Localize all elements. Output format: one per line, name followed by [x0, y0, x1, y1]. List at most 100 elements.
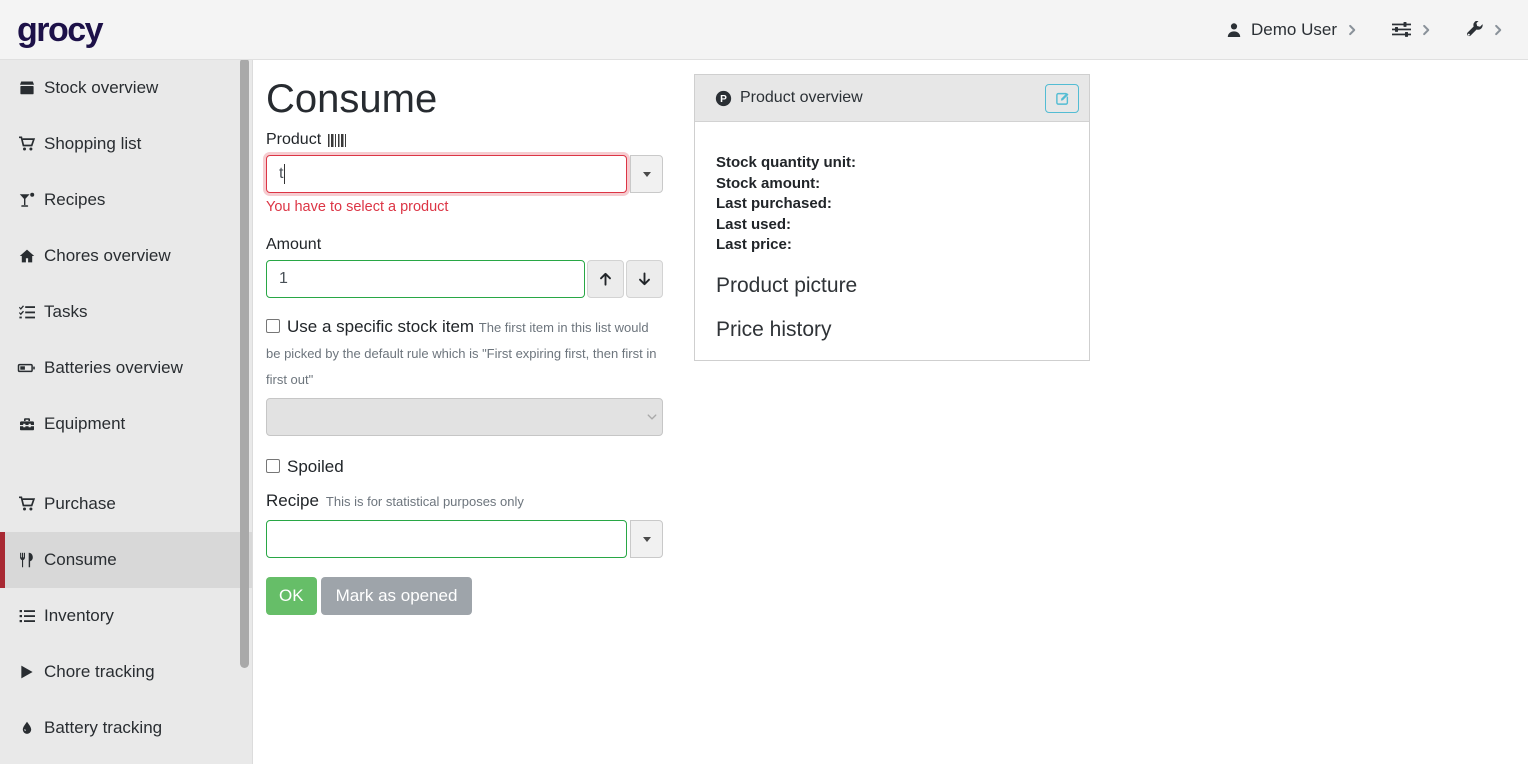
product-overview-card: P Product overview Stock quantity unit: …	[694, 74, 1090, 361]
droplet-icon	[17, 720, 36, 736]
recipe-label: Recipe	[266, 491, 319, 510]
sidebar-item-label: Tasks	[44, 302, 88, 321]
sidebar-item-shopping-list[interactable]: Shopping list	[0, 116, 252, 172]
arrow-up-icon	[600, 272, 611, 286]
sidebar-item-label: Equipment	[44, 414, 126, 433]
settings-menu[interactable]	[1392, 21, 1432, 38]
utensils-icon	[17, 552, 36, 568]
recipe-dropdown-button[interactable]	[630, 520, 663, 558]
play-icon	[17, 664, 36, 680]
sidebar-item-battery-tracking[interactable]: Battery tracking	[0, 700, 252, 756]
product-input-value: t	[279, 165, 284, 182]
sidebar-item-label: Chores overview	[44, 246, 171, 265]
specific-stock-item-hint: The first item in this list would be pic…	[266, 320, 657, 387]
stat-last-used: Last used:	[716, 215, 792, 233]
user-name: Demo User	[1251, 19, 1337, 39]
shopping-cart-icon	[17, 496, 36, 512]
product-overview-header: P Product overview	[695, 75, 1089, 122]
sidebar-item-label: Stock overview	[44, 78, 159, 97]
chevron-down-icon	[642, 411, 662, 423]
arrow-down-icon	[639, 272, 650, 286]
sidebar-item-consume[interactable]: Consume	[0, 532, 252, 588]
toolbox-icon	[17, 416, 36, 432]
sidebar-item-label: Batteries overview	[44, 358, 183, 377]
chevron-down-icon	[642, 171, 651, 177]
sidebar-item-purchase[interactable]: Purchase	[0, 476, 252, 532]
product-error-message: You have to select a product	[266, 199, 449, 215]
stat-last-purchased: Last purchased:	[716, 195, 832, 212]
recipe-label-row: Recipe This is for statistical purposes …	[266, 491, 663, 511]
product-dropdown-button[interactable]	[630, 155, 663, 193]
sidebar-item-chores-overview[interactable]: Chores overview	[0, 228, 252, 284]
sidebar-item-label: Recipes	[44, 190, 106, 209]
specific-stock-item-label: Use a specific stock item	[287, 317, 475, 336]
specific-stock-item-checkbox[interactable]	[266, 319, 280, 333]
sidebar-item-label: Chore tracking	[44, 662, 155, 681]
sidebar-item-label: Purchase	[44, 494, 116, 513]
chevron-right-icon	[1346, 24, 1358, 36]
sidebar-item-label: Battery tracking	[44, 718, 163, 737]
edit-icon	[1055, 92, 1068, 105]
amount-input[interactable]: 1	[266, 260, 585, 298]
amount-label: Amount	[266, 236, 322, 253]
sidebar-scrollbar[interactable]	[240, 58, 249, 668]
product-picture-heading: Product picture	[716, 273, 858, 297]
grocy-logo[interactable]: grocy	[17, 10, 104, 49]
admin-menu[interactable]	[1466, 21, 1504, 38]
home-icon	[17, 248, 36, 264]
chevron-right-icon	[1420, 24, 1432, 36]
recipe-input[interactable]	[266, 520, 627, 558]
mark-as-opened-button[interactable]: Mark as opened	[320, 577, 473, 615]
chevron-right-icon	[1492, 24, 1504, 36]
sidebar-item-label: Inventory	[44, 606, 114, 625]
specific-stock-item-select	[266, 398, 663, 436]
stat-stock-amount: Stock amount:	[716, 174, 821, 192]
battery-icon	[17, 360, 36, 376]
spoiled-row: Spoiled	[266, 457, 663, 477]
user-menu[interactable]: Demo User	[1226, 20, 1358, 40]
sidebar-item-stock-overview[interactable]: Stock overview	[0, 60, 252, 116]
amount-increment-button[interactable]	[587, 260, 624, 298]
sidebar-item-chore-tracking[interactable]: Chore tracking	[0, 644, 252, 700]
chevron-down-icon	[642, 536, 651, 542]
list-icon	[17, 608, 36, 624]
price-history-heading: Price history	[716, 317, 832, 341]
sidebar-item-recipes[interactable]: Recipes	[0, 172, 252, 228]
barcode-icon	[328, 133, 348, 147]
cocktail-icon	[17, 192, 36, 208]
sidebar-item-tasks[interactable]: Tasks	[0, 284, 252, 340]
page-title: Consume	[266, 77, 438, 121]
spoiled-checkbox[interactable]	[266, 459, 280, 473]
amount-input-value: 1	[279, 270, 288, 287]
product-label-row: Product	[266, 131, 663, 149]
boxes-icon	[17, 80, 36, 96]
product-input[interactable]: t	[266, 155, 627, 193]
text-cursor	[284, 164, 286, 184]
stat-stock-quantity-unit: Stock quantity unit:	[716, 154, 856, 171]
top-navbar: grocy Demo User	[0, 0, 1528, 60]
product-overview-body: Stock quantity unit: Stock amount: Last …	[695, 122, 1089, 342]
svg-text:P: P	[720, 94, 727, 105]
user-icon	[1226, 22, 1242, 38]
edit-product-button[interactable]	[1045, 83, 1079, 113]
sidebar-item-label: Shopping list	[44, 134, 142, 153]
spoiled-label: Spoiled	[287, 457, 344, 476]
sidebar-item-equipment[interactable]: Equipment	[0, 396, 252, 452]
sidebar-item-inventory[interactable]: Inventory	[0, 588, 252, 644]
consume-form: Product t You have to select a product A…	[266, 131, 663, 615]
sidebar-nav: Stock overview Shopping list Recipes Cho…	[0, 58, 253, 764]
product-overview-title: Product overview	[740, 89, 863, 106]
wrench-icon	[1466, 21, 1483, 38]
stat-last-price: Last price:	[716, 236, 792, 253]
sidebar-item-batteries-overview[interactable]: Batteries overview	[0, 340, 252, 396]
sidebar-item-label: Consume	[44, 550, 117, 569]
tasks-icon	[17, 304, 36, 320]
product-label: Product	[266, 131, 322, 148]
recipe-hint: This is for statistical purposes only	[325, 493, 524, 509]
shopping-cart-icon	[17, 136, 36, 152]
ok-button[interactable]: OK	[266, 577, 317, 615]
amount-decrement-button[interactable]	[626, 260, 663, 298]
product-circle-icon: P	[715, 90, 732, 106]
specific-stock-item-row: Use a specific stock item The first item…	[266, 314, 663, 392]
sliders-icon	[1392, 21, 1411, 38]
